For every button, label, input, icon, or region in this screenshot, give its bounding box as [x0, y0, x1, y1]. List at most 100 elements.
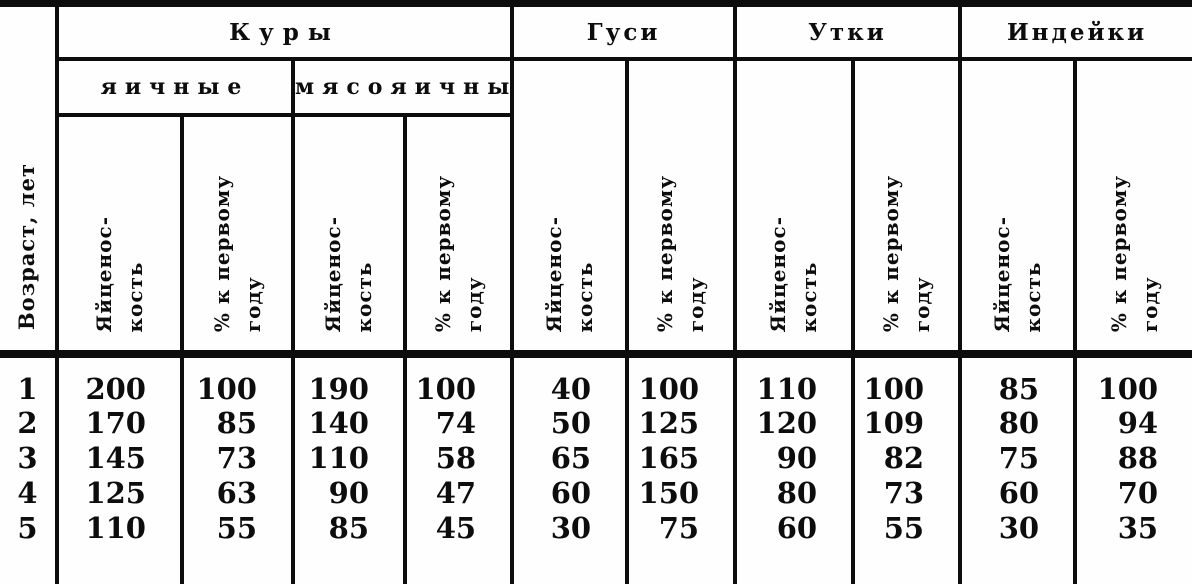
cell-value: 85 [291, 511, 405, 546]
filler-cell [402, 546, 513, 584]
cell-value: 58 [402, 441, 513, 476]
cell-value: 55 [851, 511, 961, 546]
filler-cell [55, 546, 182, 584]
cell-value: 73 [180, 441, 293, 476]
geese-percent-label: % к первому году [653, 174, 709, 332]
chickens-egg-type-egg-production-header: Яйценос- кость [55, 115, 182, 358]
age-value: 4 [17, 476, 38, 510]
cell-value: 90 [291, 476, 405, 511]
cell-value: 100 [851, 354, 961, 406]
geese-egg-production-label: Яйценос- кость [541, 215, 597, 332]
subgroup-header-egg-type: яичные [55, 59, 293, 117]
cell-value: 85 [958, 354, 1076, 406]
cell-value: 74 [402, 406, 513, 441]
cell-value: 30 [510, 511, 628, 546]
filler-cell [851, 546, 961, 584]
cell-value: 30 [958, 511, 1076, 546]
filler-cell [1073, 546, 1192, 584]
table-row: 2 170 85 140 74 50 125 120 109 80 94 [0, 406, 1192, 441]
geese-egg-production-header: Яйценос- кость [510, 59, 628, 358]
cell-value: 75 [958, 441, 1076, 476]
ducks-percent-header: % к первому году [851, 59, 961, 358]
table-row: 1 200 100 190 100 40 100 110 100 85 100 [0, 354, 1192, 406]
cell-value: 82 [851, 441, 961, 476]
group-header-chickens: Куры [54, 3, 513, 61]
filler-cell [625, 546, 736, 584]
table-filler-row [0, 546, 1192, 584]
group-header-geese: Гуси [510, 3, 736, 61]
ducks-percent-label: % к первому году [878, 174, 934, 332]
cell-value: 100 [1073, 354, 1192, 406]
cell-value: 70 [1073, 476, 1192, 511]
filler-cell [510, 546, 628, 584]
age-value: 1 [17, 371, 38, 406]
chickens-meat-egg-type-egg-production-header: Яйценос- кость [291, 115, 405, 358]
chickens-egg-type-egg-production-label: Яйценос- кость [91, 215, 147, 332]
chickens-meat-egg-type-percent-label: % к первому году [430, 174, 486, 332]
cell-value: 60 [510, 476, 628, 511]
cell-value: 170 [55, 406, 182, 441]
filler-cell [0, 546, 57, 584]
cell-value: 80 [733, 476, 854, 511]
cell-value: 55 [180, 511, 293, 546]
age-column-header-label: Возраст, лет [14, 162, 40, 330]
group-header-ducks: Утки [733, 3, 961, 61]
cell-value: 90 [733, 441, 854, 476]
filler-cell [180, 546, 293, 584]
filler-cell [291, 546, 405, 584]
cell-value: 200 [55, 354, 182, 406]
cell-value: 165 [625, 441, 736, 476]
cell-value: 65 [510, 441, 628, 476]
group-header-turkeys: Индейки [958, 3, 1192, 61]
cell-value: 88 [1073, 441, 1192, 476]
cell-value: 63 [180, 476, 293, 511]
cell-value: 60 [733, 511, 854, 546]
cell-value: 100 [180, 354, 293, 406]
chickens-egg-type-percent-header: % к первому году [180, 115, 293, 358]
cell-value: 45 [402, 511, 513, 546]
turkeys-percent-header: % к первому году [1073, 59, 1192, 358]
cell-value: 47 [402, 476, 513, 511]
age-value: 5 [17, 511, 38, 545]
filler-cell [958, 546, 1076, 584]
cell-value: 145 [55, 441, 182, 476]
cell-value: 125 [625, 406, 736, 441]
cell-value: 80 [958, 406, 1076, 441]
cell-value: 50 [510, 406, 628, 441]
cell-value: 109 [851, 406, 961, 441]
geese-percent-header: % к первому году [625, 59, 736, 358]
table-row: 5 110 55 85 45 30 75 60 55 30 35 [0, 511, 1192, 546]
turkeys-egg-production-label: Яйценос- кость [989, 215, 1045, 332]
age-value: 3 [17, 441, 38, 475]
cell-value: 73 [851, 476, 961, 511]
cell-value: 60 [958, 476, 1076, 511]
cell-value: 110 [733, 354, 854, 406]
turkeys-percent-label: % к первому году [1106, 174, 1162, 332]
age-value: 2 [17, 406, 38, 440]
subgroup-header-meat-egg-type: мясояичные [290, 59, 513, 117]
chickens-meat-egg-type-percent-header: % к первому году [402, 115, 513, 358]
ducks-egg-production-label: Яйценос- кость [766, 215, 822, 332]
cell-value: 35 [1073, 511, 1192, 546]
filler-cell [733, 546, 854, 584]
cell-value: 75 [625, 511, 736, 546]
table-row: 4 125 63 90 47 60 150 80 73 60 70 [0, 476, 1192, 511]
cell-value: 190 [291, 354, 405, 406]
age-column-header-cell: Возраст, лет [0, 3, 57, 358]
cell-value: 85 [180, 406, 293, 441]
cell-value: 100 [625, 354, 736, 406]
cell-value: 100 [402, 354, 513, 406]
cell-value: 94 [1073, 406, 1192, 441]
cell-value: 40 [510, 354, 628, 406]
table-row: 3 145 73 110 58 65 165 90 82 75 88 [0, 441, 1192, 476]
turkeys-egg-production-header: Яйценос- кость [958, 59, 1076, 358]
cell-value: 110 [291, 441, 405, 476]
chickens-meat-egg-type-egg-production-label: Яйценос- кость [321, 215, 376, 332]
chickens-egg-type-percent-label: % к первому году [209, 174, 265, 332]
cell-value: 120 [733, 406, 854, 441]
cell-value: 140 [291, 406, 405, 441]
header-row-groups: Возраст, лет Куры Гуси Утки Индейки [0, 3, 1192, 358]
ducks-egg-production-header: Яйценос- кость [733, 59, 854, 358]
